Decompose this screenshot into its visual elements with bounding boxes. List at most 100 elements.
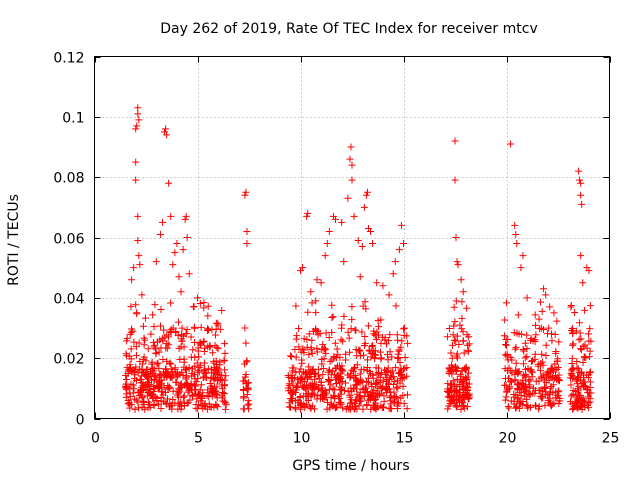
data-point (243, 240, 251, 248)
data-point (534, 360, 542, 368)
data-point (139, 397, 147, 405)
data-point (206, 342, 214, 350)
data-point (452, 388, 460, 396)
data-point (523, 345, 531, 353)
data-point (362, 191, 370, 199)
data-point (374, 384, 382, 392)
data-point (195, 401, 203, 409)
data-point (332, 215, 340, 223)
data-point (315, 384, 323, 392)
data-point (126, 401, 134, 409)
data-point (155, 376, 163, 384)
data-point (360, 203, 368, 211)
data-point (322, 329, 330, 337)
data-point (304, 396, 312, 404)
data-point (182, 365, 190, 373)
data-point (517, 391, 525, 399)
data-point (379, 282, 387, 290)
data-point (127, 345, 135, 353)
data-point (147, 376, 155, 384)
data-point (319, 371, 327, 379)
data-point (400, 332, 408, 340)
data-point (149, 395, 157, 403)
data-point (151, 301, 159, 309)
data-point (325, 334, 333, 342)
data-point (539, 361, 547, 369)
data-point (296, 403, 304, 411)
data-point (320, 364, 328, 372)
data-point (303, 368, 311, 376)
data-point (397, 221, 405, 229)
data-point (348, 161, 356, 169)
data-point (502, 299, 510, 307)
data-point (330, 352, 338, 360)
data-point (450, 336, 458, 344)
data-point (444, 333, 452, 341)
x-tick-label: 0 (91, 431, 100, 447)
data-point (342, 350, 350, 358)
data-point (156, 230, 164, 238)
data-point (346, 348, 354, 356)
data-point (338, 362, 346, 370)
data-point (123, 364, 131, 372)
data-point (303, 375, 311, 383)
data-point (546, 303, 554, 311)
data-point (531, 311, 539, 319)
data-point (357, 376, 365, 384)
data-point (464, 346, 472, 354)
data-point (463, 304, 471, 312)
data-point (169, 395, 177, 403)
data-point (243, 384, 251, 392)
data-point (305, 382, 313, 390)
data-point (157, 306, 165, 314)
data-point (352, 345, 360, 353)
data-point (458, 367, 466, 375)
data-point (242, 188, 250, 196)
data-point (138, 291, 146, 299)
data-point (171, 249, 179, 257)
data-point (551, 365, 559, 373)
data-point (185, 387, 193, 395)
data-point (512, 359, 520, 367)
data-point (194, 344, 202, 352)
data-point (531, 355, 539, 363)
data-point (295, 368, 303, 376)
data-point (400, 324, 408, 332)
data-point (221, 340, 229, 348)
data-point (161, 333, 169, 341)
data-point (355, 347, 363, 355)
data-point (181, 366, 189, 374)
data-point (529, 389, 537, 397)
data-point (539, 371, 547, 379)
data-point (305, 363, 313, 371)
data-point (298, 382, 306, 390)
data-point (357, 366, 365, 374)
data-point (369, 374, 377, 382)
data-point (387, 392, 395, 400)
data-point (197, 381, 205, 389)
data-point (505, 404, 513, 412)
data-point (155, 348, 163, 356)
data-point (125, 384, 133, 392)
data-point (359, 405, 367, 413)
data-point (318, 355, 326, 363)
data-point (156, 336, 164, 344)
data-point (568, 365, 576, 373)
data-point (395, 246, 403, 254)
data-point (174, 405, 182, 413)
data-point (354, 237, 362, 245)
data-point (514, 384, 522, 392)
data-point (292, 302, 300, 310)
data-point (500, 332, 508, 340)
marks-layer (121, 104, 595, 413)
data-point (135, 116, 143, 124)
data-point (204, 302, 212, 310)
data-point (460, 379, 468, 387)
data-point (215, 368, 223, 376)
data-point (583, 385, 591, 393)
data-point (191, 353, 199, 361)
data-point (542, 378, 550, 386)
data-point (201, 366, 209, 374)
data-point (295, 324, 303, 332)
data-point (447, 349, 455, 357)
